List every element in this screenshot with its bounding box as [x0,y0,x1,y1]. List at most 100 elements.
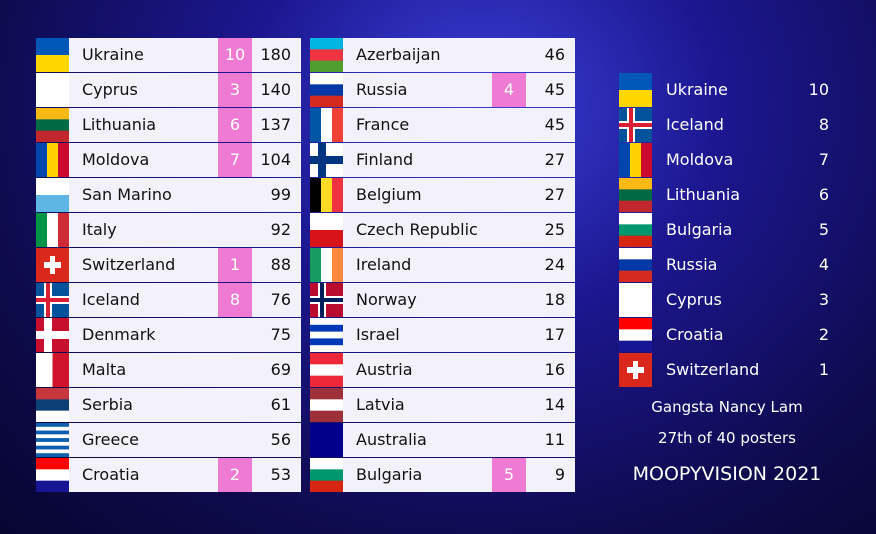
country-name: Serbia [82,395,133,414]
flag [619,143,652,177]
flag [310,283,343,317]
flag [36,283,69,317]
total-score: 11 [544,430,565,449]
country-name: Denmark [82,325,156,344]
total-score: 69 [270,360,291,379]
vote-row: Lithuania 6 [619,178,829,212]
country-name: Israel [356,325,400,344]
score-row: Ukraine 10 180 [36,38,301,72]
country-name: Cyprus [666,290,722,309]
vote-row: Cyprus 3 [619,283,829,317]
total-score: 75 [270,325,291,344]
vote-row: Iceland 8 [619,108,829,142]
points-received: 3 [218,73,252,107]
flag [36,73,69,107]
country-name: Ukraine [666,80,728,99]
flag [36,143,69,177]
country-name: Australia [356,430,427,449]
points-given: 6 [818,185,829,204]
flag [619,73,652,107]
country-name: Switzerland [666,360,760,379]
total-score: 140 [260,80,291,99]
flag [36,213,69,247]
score-row: Azerbaijan 46 [310,38,575,72]
country-name: Croatia [666,325,724,344]
country-name: Latvia [356,395,405,414]
country-name: Belgium [356,185,422,204]
points-given: 3 [818,290,829,309]
flag [36,38,69,72]
points-received: 8 [218,283,252,317]
score-row: Cyprus 3 140 [36,73,301,107]
total-score: 99 [270,185,291,204]
total-score: 76 [270,290,291,309]
country-name: Azerbaijan [356,45,441,64]
flag [310,108,343,142]
country-name: Lithuania [666,185,741,204]
total-score: 56 [270,430,291,449]
country-name: Bulgaria [356,465,423,484]
flag [310,178,343,212]
flag [310,318,343,352]
flag [36,318,69,352]
poster-name: Gangsta Nancy Lam [651,398,803,416]
vote-row: Croatia 2 [619,318,829,352]
flag [36,248,69,282]
score-row: Moldova 7 104 [36,143,301,177]
score-row: Malta 69 [36,353,301,387]
total-score: 104 [260,150,291,169]
total-score: 137 [260,115,291,134]
country-name: Switzerland [82,255,176,274]
flag [619,248,652,282]
flag [310,73,343,107]
flag [619,178,652,212]
flag [310,353,343,387]
country-name: Russia [666,255,718,274]
score-row: San Marino 99 [36,178,301,212]
country-name: Greece [82,430,139,449]
flag [310,423,343,457]
flag [619,283,652,317]
country-name: Finland [356,150,414,169]
flag [36,423,69,457]
score-row: Finland 27 [310,143,575,177]
country-name: Iceland [666,115,724,134]
score-row: Italy 92 [36,213,301,247]
total-score: 14 [544,395,565,414]
total-score: 24 [544,255,565,274]
score-row: Iceland 8 76 [36,283,301,317]
country-name: Austria [356,360,413,379]
total-score: 16 [544,360,565,379]
flag [36,458,69,492]
points-received: 1 [218,248,252,282]
country-name: San Marino [82,185,172,204]
flag [619,213,652,247]
points-received: 10 [218,38,252,72]
points-received: 5 [492,458,526,492]
flag [36,178,69,212]
country-name: Iceland [82,290,140,309]
points-given: 5 [818,220,829,239]
points-given: 7 [818,150,829,169]
flag [36,388,69,422]
total-score: 45 [544,80,565,99]
country-name: Ireland [356,255,412,274]
country-name: Czech Republic [356,220,478,239]
total-score: 27 [544,185,565,204]
vote-row: Switzerland 1 [619,353,829,387]
points-given: 8 [818,115,829,134]
points-given: 4 [818,255,829,274]
score-row: Austria 16 [310,353,575,387]
score-row: Ireland 24 [310,248,575,282]
total-score: 18 [544,290,565,309]
country-name: Norway [356,290,417,309]
country-name: France [356,115,410,134]
vote-row: Russia 4 [619,248,829,282]
total-score: 53 [270,465,291,484]
country-name: Cyprus [82,80,138,99]
flag [310,38,343,72]
vote-row: Ukraine 10 [619,73,829,107]
total-score: 25 [544,220,565,239]
country-name: Moldova [82,150,150,169]
